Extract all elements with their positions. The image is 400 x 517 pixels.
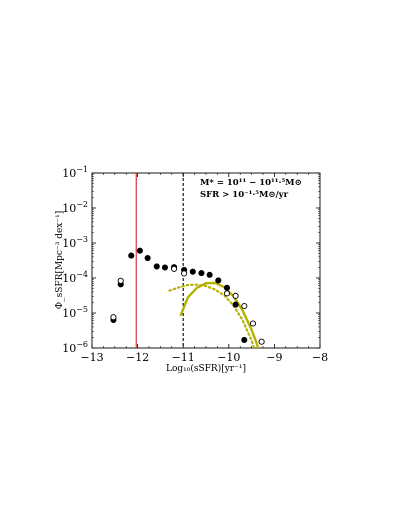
data-point-filled bbox=[144, 254, 151, 262]
model-curve-solid bbox=[179, 281, 260, 348]
data-point-open bbox=[258, 338, 265, 345]
data-point-filled bbox=[128, 252, 135, 259]
x-tick-label: −9 bbox=[266, 351, 282, 364]
annotation-mass-range: M* = 10¹¹ − 10¹¹·⁵M⊙ bbox=[200, 178, 302, 188]
y-tick-label: 10−1 bbox=[62, 165, 88, 180]
data-point-open bbox=[241, 302, 248, 310]
data-point-filled bbox=[189, 268, 196, 275]
data-point-filled bbox=[198, 270, 205, 277]
data-point-filled bbox=[136, 247, 143, 254]
y-tick-label: 10−2 bbox=[62, 200, 88, 215]
y-axis-label: Φ_sSFR[Mpc⁻³ dex⁻¹] bbox=[55, 211, 65, 309]
data-point-open bbox=[171, 265, 178, 272]
data-point-filled bbox=[241, 336, 248, 344]
x-tick-label: −12 bbox=[126, 351, 149, 364]
x-tick-label: −13 bbox=[80, 351, 103, 364]
y-tick-label: 10−3 bbox=[62, 235, 88, 250]
data-point-open bbox=[181, 270, 188, 277]
data-point-filled bbox=[223, 284, 231, 291]
data-point-filled bbox=[206, 271, 213, 278]
y-tick-label: 10−4 bbox=[62, 270, 88, 285]
x-tick-label: −10 bbox=[217, 351, 240, 364]
data-point-filled bbox=[161, 264, 169, 271]
data-point-open bbox=[117, 277, 124, 284]
data-point-open bbox=[110, 314, 117, 321]
annotation-sfr-cut: SFR > 10⁻¹·⁵M⊙/yr bbox=[200, 190, 289, 200]
data-point-open bbox=[223, 290, 231, 297]
x-tick-label: −11 bbox=[172, 351, 195, 364]
x-tick-label: −8 bbox=[312, 351, 328, 364]
data-point-filled bbox=[215, 277, 222, 284]
y-tick-label: 10−6 bbox=[62, 340, 88, 355]
y-tick-label: 10−5 bbox=[62, 305, 88, 320]
data-point-filled bbox=[232, 301, 239, 308]
model-curve-dotted bbox=[168, 283, 256, 348]
data-point-filled bbox=[153, 263, 160, 270]
data-point-open bbox=[232, 292, 239, 299]
x-axis-label: Log₁₀(sSFR)[yr⁻¹] bbox=[166, 363, 246, 374]
data-point-open bbox=[249, 320, 257, 327]
